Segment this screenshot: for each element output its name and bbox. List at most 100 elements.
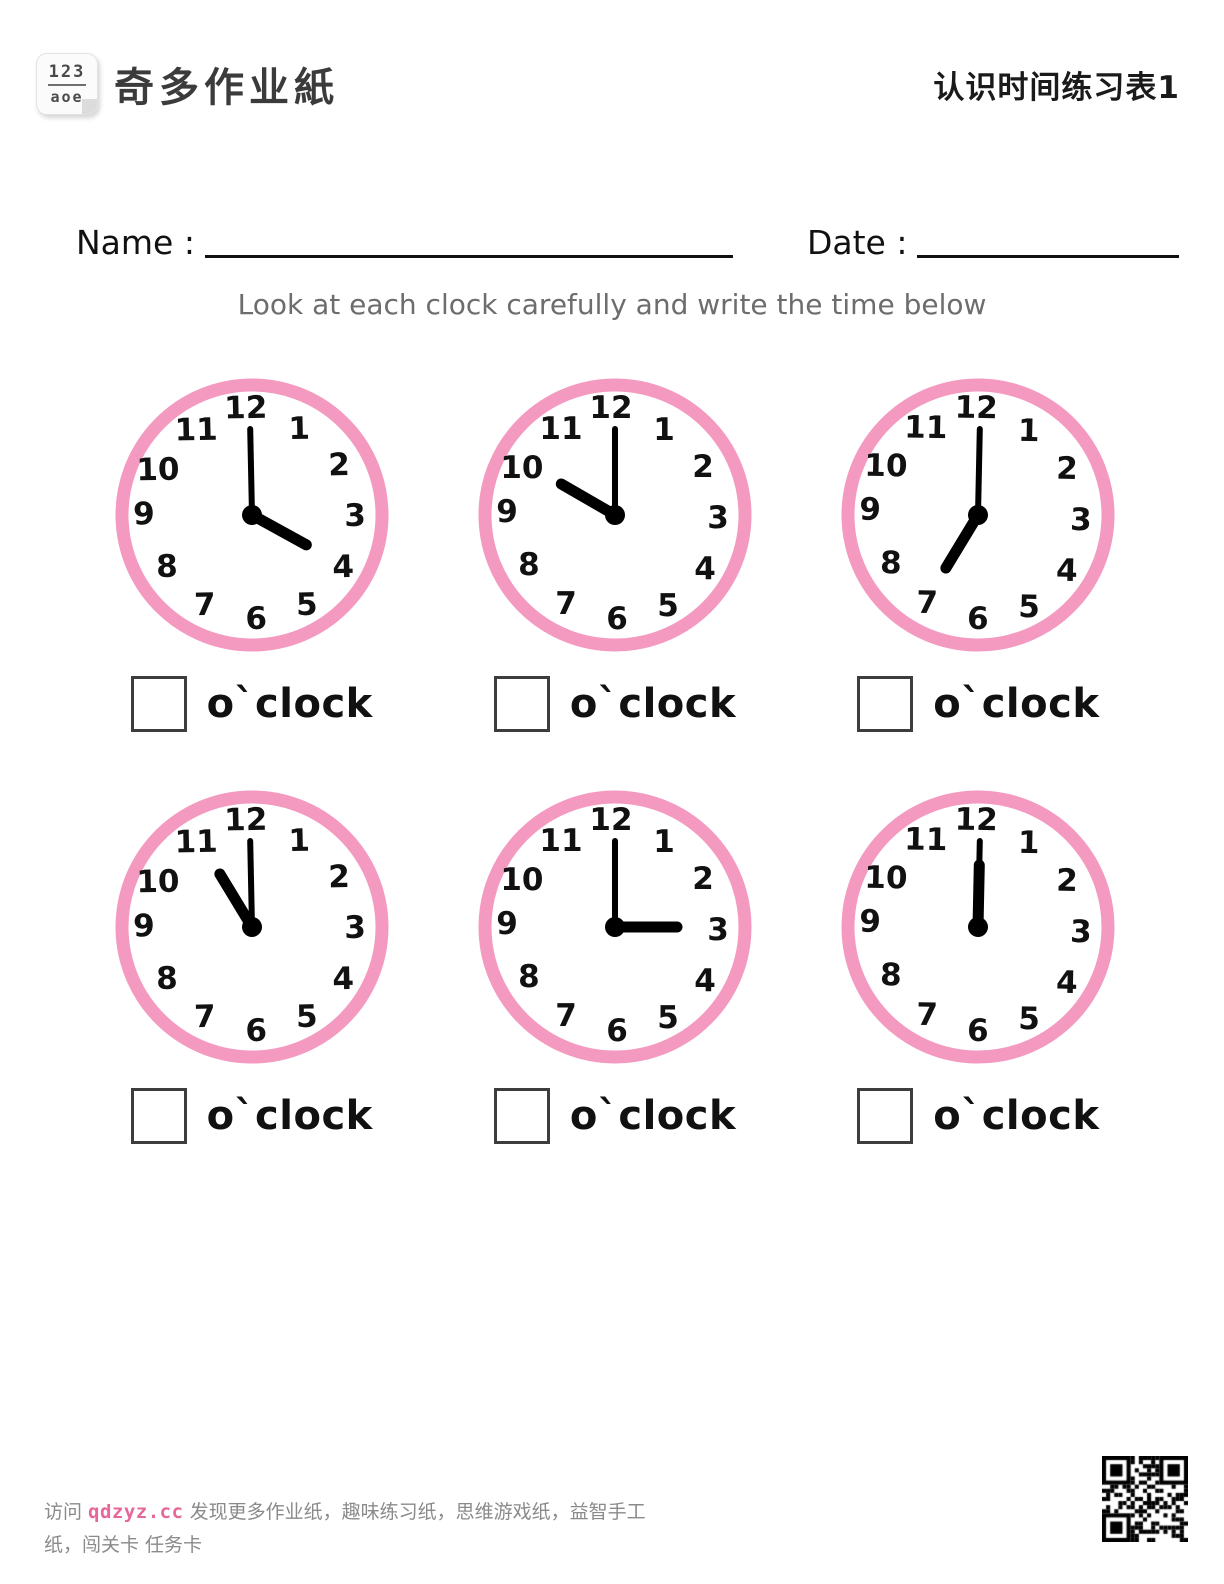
clock-numeral-2: 2 bbox=[692, 449, 714, 485]
clock-numeral-8: 8 bbox=[155, 961, 177, 997]
clock-numeral-11: 11 bbox=[904, 821, 948, 858]
answer-unit-label-6: o`clock bbox=[933, 1093, 1100, 1139]
answer-row-3: o`clock bbox=[857, 676, 1099, 732]
footer-prefix: 访问 bbox=[44, 1500, 89, 1523]
clock-numeral-4: 4 bbox=[1056, 965, 1078, 1001]
clock-numeral-1: 1 bbox=[653, 824, 675, 860]
clock-numeral-5: 5 bbox=[657, 1000, 679, 1036]
clock-numeral-10: 10 bbox=[500, 862, 543, 898]
footer-site-link[interactable]: qdzyz.cc bbox=[88, 1500, 184, 1523]
answer-row-6: o`clock bbox=[857, 1088, 1099, 1144]
clock-numeral-7: 7 bbox=[193, 999, 215, 1035]
date-input-rule[interactable] bbox=[917, 255, 1180, 258]
answer-input-4[interactable] bbox=[130, 1088, 187, 1144]
clock-numeral-8: 8 bbox=[518, 547, 540, 583]
answer-row-2: o`clock bbox=[493, 676, 737, 732]
clock-numeral-6: 6 bbox=[606, 601, 628, 637]
name-field[interactable]: Name : bbox=[76, 223, 733, 264]
clock-ring bbox=[115, 378, 389, 652]
answer-input-3[interactable] bbox=[857, 676, 914, 732]
answer-input-1[interactable] bbox=[130, 676, 187, 732]
page-header: 123 aoe 奇多作业紙 认识时间练习表1 bbox=[0, 44, 1224, 124]
clock-ring bbox=[478, 790, 752, 1064]
clock-numeral-2: 2 bbox=[692, 861, 714, 897]
date-label: Date : bbox=[806, 223, 908, 262]
clock-numeral-4: 4 bbox=[1056, 553, 1078, 589]
answer-input-5[interactable] bbox=[493, 1088, 550, 1144]
clock-numeral-7: 7 bbox=[555, 998, 577, 1034]
hour-hand bbox=[555, 478, 621, 521]
clock-center-hub bbox=[241, 917, 262, 937]
footer-note: 访问 qdzyz.cc 发现更多作业纸，趣味练习纸，思维游戏纸，益智手工纸，闯关… bbox=[44, 1496, 664, 1563]
clock-numeral-9: 9 bbox=[859, 492, 881, 528]
answer-unit-label-5: o`clock bbox=[569, 1093, 737, 1139]
hour-hand bbox=[972, 859, 986, 933]
clock-numeral-6: 6 bbox=[967, 601, 989, 637]
answer-row-4: o`clock bbox=[130, 1088, 373, 1144]
clock-numeral-6: 6 bbox=[967, 1013, 989, 1049]
clock-numeral-12: 12 bbox=[223, 390, 267, 427]
clock-numeral-3: 3 bbox=[344, 910, 366, 946]
name-date-row: Name : Date : bbox=[0, 208, 1224, 264]
clock-problem-4: 12 1 2 3 4 5 6 7 8 9 10 11 o`clock bbox=[70, 784, 433, 1144]
clock-numeral-10: 10 bbox=[136, 864, 180, 901]
answer-input-6[interactable] bbox=[857, 1088, 914, 1144]
clock-numeral-10: 10 bbox=[500, 450, 543, 486]
clock-numeral-5: 5 bbox=[657, 588, 679, 624]
clock-numeral-1: 1 bbox=[1018, 413, 1040, 449]
clock-numeral-3: 3 bbox=[707, 912, 729, 948]
clock-numeral-4: 4 bbox=[332, 549, 354, 585]
answer-unit-label-1: o`clock bbox=[206, 681, 373, 727]
clock-numeral-4: 4 bbox=[694, 963, 716, 999]
clock-center-hub bbox=[604, 505, 625, 525]
answer-unit-label-4: o`clock bbox=[206, 1093, 373, 1139]
clock-numeral-11: 11 bbox=[174, 824, 218, 861]
clock-numeral-5: 5 bbox=[1018, 1001, 1040, 1037]
clock-center-hub bbox=[968, 917, 989, 937]
clock-numeral-2: 2 bbox=[1056, 451, 1078, 487]
clock-numeral-11: 11 bbox=[904, 409, 948, 446]
clock-numeral-12: 12 bbox=[223, 802, 267, 839]
clock-numeral-9: 9 bbox=[859, 904, 881, 940]
clock-numeral-6: 6 bbox=[245, 601, 267, 637]
clock-numeral-5: 5 bbox=[295, 587, 317, 623]
clock-numeral-1: 1 bbox=[288, 411, 310, 447]
hour-hand bbox=[214, 868, 258, 933]
clock-numeral-11: 11 bbox=[174, 412, 218, 449]
brand-logo-icon: 123 aoe bbox=[36, 53, 98, 115]
clock-ring bbox=[115, 790, 389, 1064]
clock-numeral-7: 7 bbox=[193, 587, 215, 623]
clock-numeral-8: 8 bbox=[518, 959, 540, 995]
clock-numeral-11: 11 bbox=[539, 411, 582, 447]
clock-center-hub bbox=[968, 505, 989, 525]
clock-center-hub bbox=[241, 505, 262, 525]
clock-numeral-5: 5 bbox=[1018, 589, 1040, 625]
clock-numeral-12: 12 bbox=[589, 390, 632, 426]
clock-numeral-8: 8 bbox=[880, 545, 902, 581]
clock-ring bbox=[478, 378, 752, 652]
brand-name: 奇多作业紙 bbox=[114, 65, 339, 111]
clock-numeral-9: 9 bbox=[496, 906, 518, 942]
date-field[interactable]: Date : bbox=[806, 223, 1180, 264]
clock-numeral-4: 4 bbox=[694, 551, 716, 587]
clock-numeral-6: 6 bbox=[245, 1013, 267, 1049]
answer-unit-label-2: o`clock bbox=[569, 681, 737, 727]
clock-numeral-1: 1 bbox=[653, 412, 675, 448]
clock-numeral-8: 8 bbox=[155, 549, 177, 585]
name-input-rule[interactable] bbox=[204, 255, 733, 258]
minute-hand bbox=[975, 426, 984, 518]
hour-hand bbox=[940, 509, 984, 574]
clock-numeral-2: 2 bbox=[1056, 863, 1078, 899]
clock-numeral-1: 1 bbox=[288, 823, 310, 859]
clock-center-hub bbox=[604, 917, 625, 937]
clock-problem-6: 12 1 2 3 4 5 6 7 8 9 10 11 o`clock bbox=[797, 784, 1160, 1144]
instruction-text: Look at each clock carefully and write t… bbox=[237, 288, 987, 321]
answer-input-2[interactable] bbox=[493, 676, 550, 732]
clock-numeral-2: 2 bbox=[328, 859, 350, 895]
clock-numeral-3: 3 bbox=[707, 500, 729, 536]
minute-hand bbox=[246, 838, 255, 930]
